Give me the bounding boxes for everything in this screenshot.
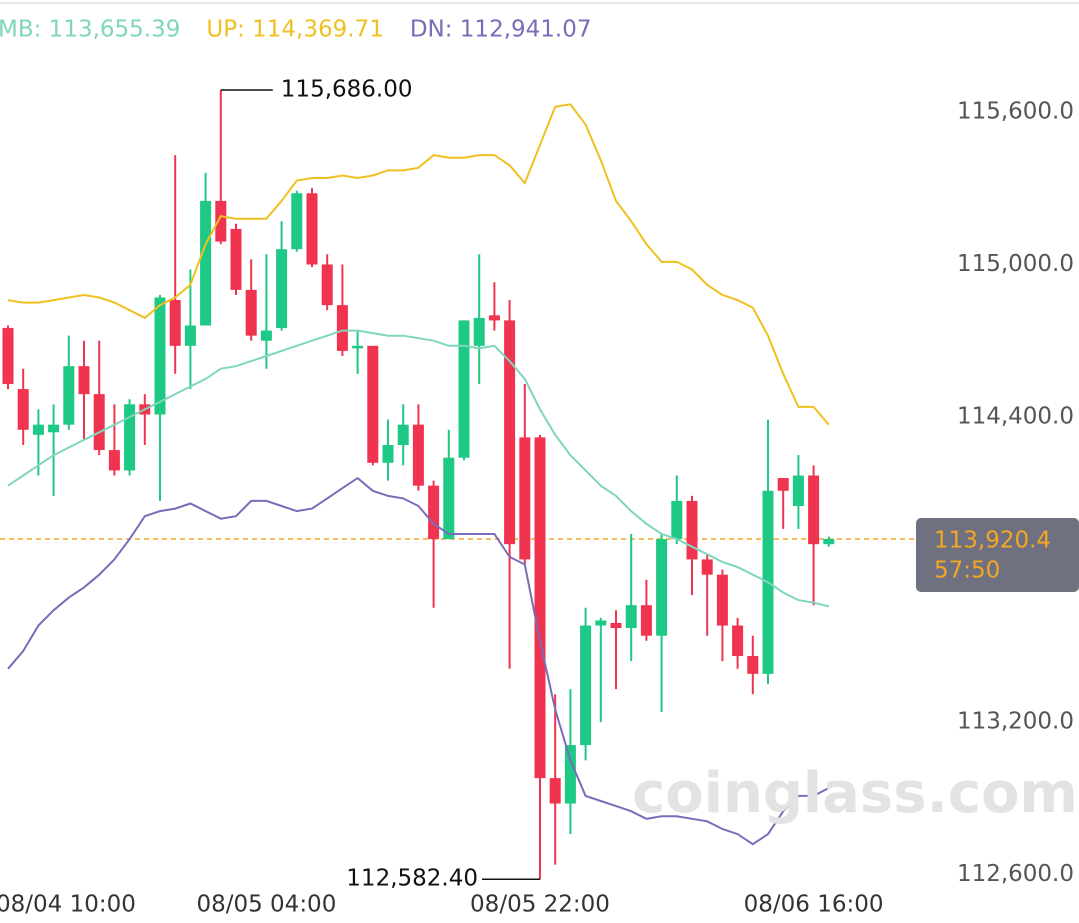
y-tick-label: 113,200.0 [957,709,1074,735]
candle-body [397,424,409,445]
candle-body [732,625,744,657]
price-label-box [916,518,1079,592]
y-tick-label: 115,600.0 [957,98,1074,124]
candle-body [488,315,500,321]
candle-body [580,625,592,746]
candle-body [671,500,683,540]
candle-body [291,193,303,250]
candle-body [306,193,318,265]
band-line [7,103,830,426]
y-tick-label: 115,000.0 [957,251,1074,277]
candle-body [124,404,136,471]
candle-body [504,320,516,545]
candle-body [215,200,227,242]
candle-body [792,475,804,507]
candle-body [63,366,75,425]
candle-body [17,389,29,430]
candle-body [428,485,440,540]
candle-body [777,478,789,491]
candle-body [564,745,576,804]
candle-body [382,445,394,463]
candle-body [823,538,835,545]
candle-body [716,574,728,626]
candle-body [443,457,455,540]
candle-body [625,605,637,629]
candle-body [808,475,820,545]
y-tick-label: 112,600.0 [957,861,1074,887]
candle-body [108,450,120,471]
candle-body [93,394,105,451]
candle-body [230,228,242,290]
candle-body [169,300,181,346]
y-tick-label: 114,400.0 [957,404,1074,430]
watermark: coinglass.com [632,761,1078,826]
high-label: 115,686.00 [281,77,413,103]
legend-entry: MB: 113,655.39 [0,17,180,43]
candle-body [260,330,272,341]
x-tick-label: 08/04 10:00 [0,892,136,918]
legend-entry: UP: 114,369.71 [206,17,383,43]
candle-body [154,297,166,415]
candle-body [412,424,424,486]
candle-body [336,305,348,351]
candle-body [184,325,196,346]
candle-body [595,620,607,626]
candle-body [610,623,622,629]
candle-body [200,200,212,326]
candle-body [78,366,90,395]
low-label: 112,582.40 [346,866,478,892]
candle-body [656,539,668,636]
candle-body [686,500,698,560]
band-line [7,329,830,608]
band-line [7,476,830,846]
candle-body [549,778,561,804]
candle-body [276,249,288,329]
x-tick-label: 08/06 16:00 [744,892,884,918]
legend-entry: DN: 112,941.07 [410,17,592,43]
candle-body [48,424,60,433]
candle-body [245,289,257,336]
candle-body [32,424,44,435]
candle-body [747,656,759,674]
candle-body [321,264,333,306]
candle-body [640,605,652,636]
countdown: 57:50 [934,558,1000,584]
candle-body [458,320,470,458]
candle-body [2,328,14,384]
candle-body [701,559,713,575]
x-tick-label: 08/05 04:00 [196,892,336,918]
price-label: 113,920.4 [934,528,1051,554]
candle-body [367,345,379,463]
candle-body [473,317,485,346]
x-tick-label: 08/05 22:00 [470,892,610,918]
candle-body [352,345,364,349]
candle-body [534,437,546,779]
candle-body [519,437,531,560]
